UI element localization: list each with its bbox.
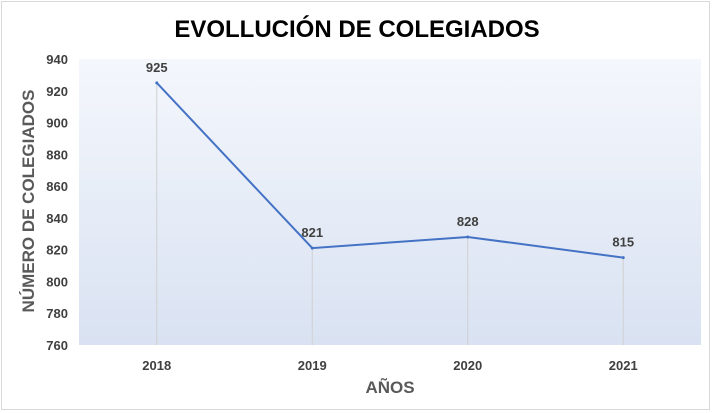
data-point [621,256,625,260]
data-label: 821 [301,225,323,240]
y-tick-label: 880 [46,147,68,162]
x-tick-label: 2019 [298,358,327,373]
y-axis-title: NÚMERO DE COLEGIADOS [19,90,38,313]
x-axis-title: AÑOS [365,377,414,397]
x-tick-label: 2018 [142,358,171,373]
y-tick-label: 900 [46,116,68,131]
x-tick-label: 2021 [609,358,638,373]
data-point [310,246,314,250]
chart-title: EVOLLUCIÓN DE COLEGIADOS [174,15,539,43]
y-tick-label: 940 [46,52,68,67]
data-point [155,81,159,85]
data-point [466,235,470,239]
y-tick-label: 760 [46,338,68,353]
y-tick-label: 800 [46,274,68,289]
y-tick-label: 820 [46,243,68,258]
data-label: 828 [457,214,479,229]
data-label: 815 [612,235,634,250]
series-line [156,82,624,259]
y-tick-label: 780 [46,306,68,321]
y-tick-label: 840 [46,211,68,226]
y-tick-label: 920 [46,84,68,99]
x-tick-label: 2020 [453,358,482,373]
plot-area [79,59,701,345]
y-tick-label: 860 [46,179,68,194]
data-label: 925 [146,60,168,75]
